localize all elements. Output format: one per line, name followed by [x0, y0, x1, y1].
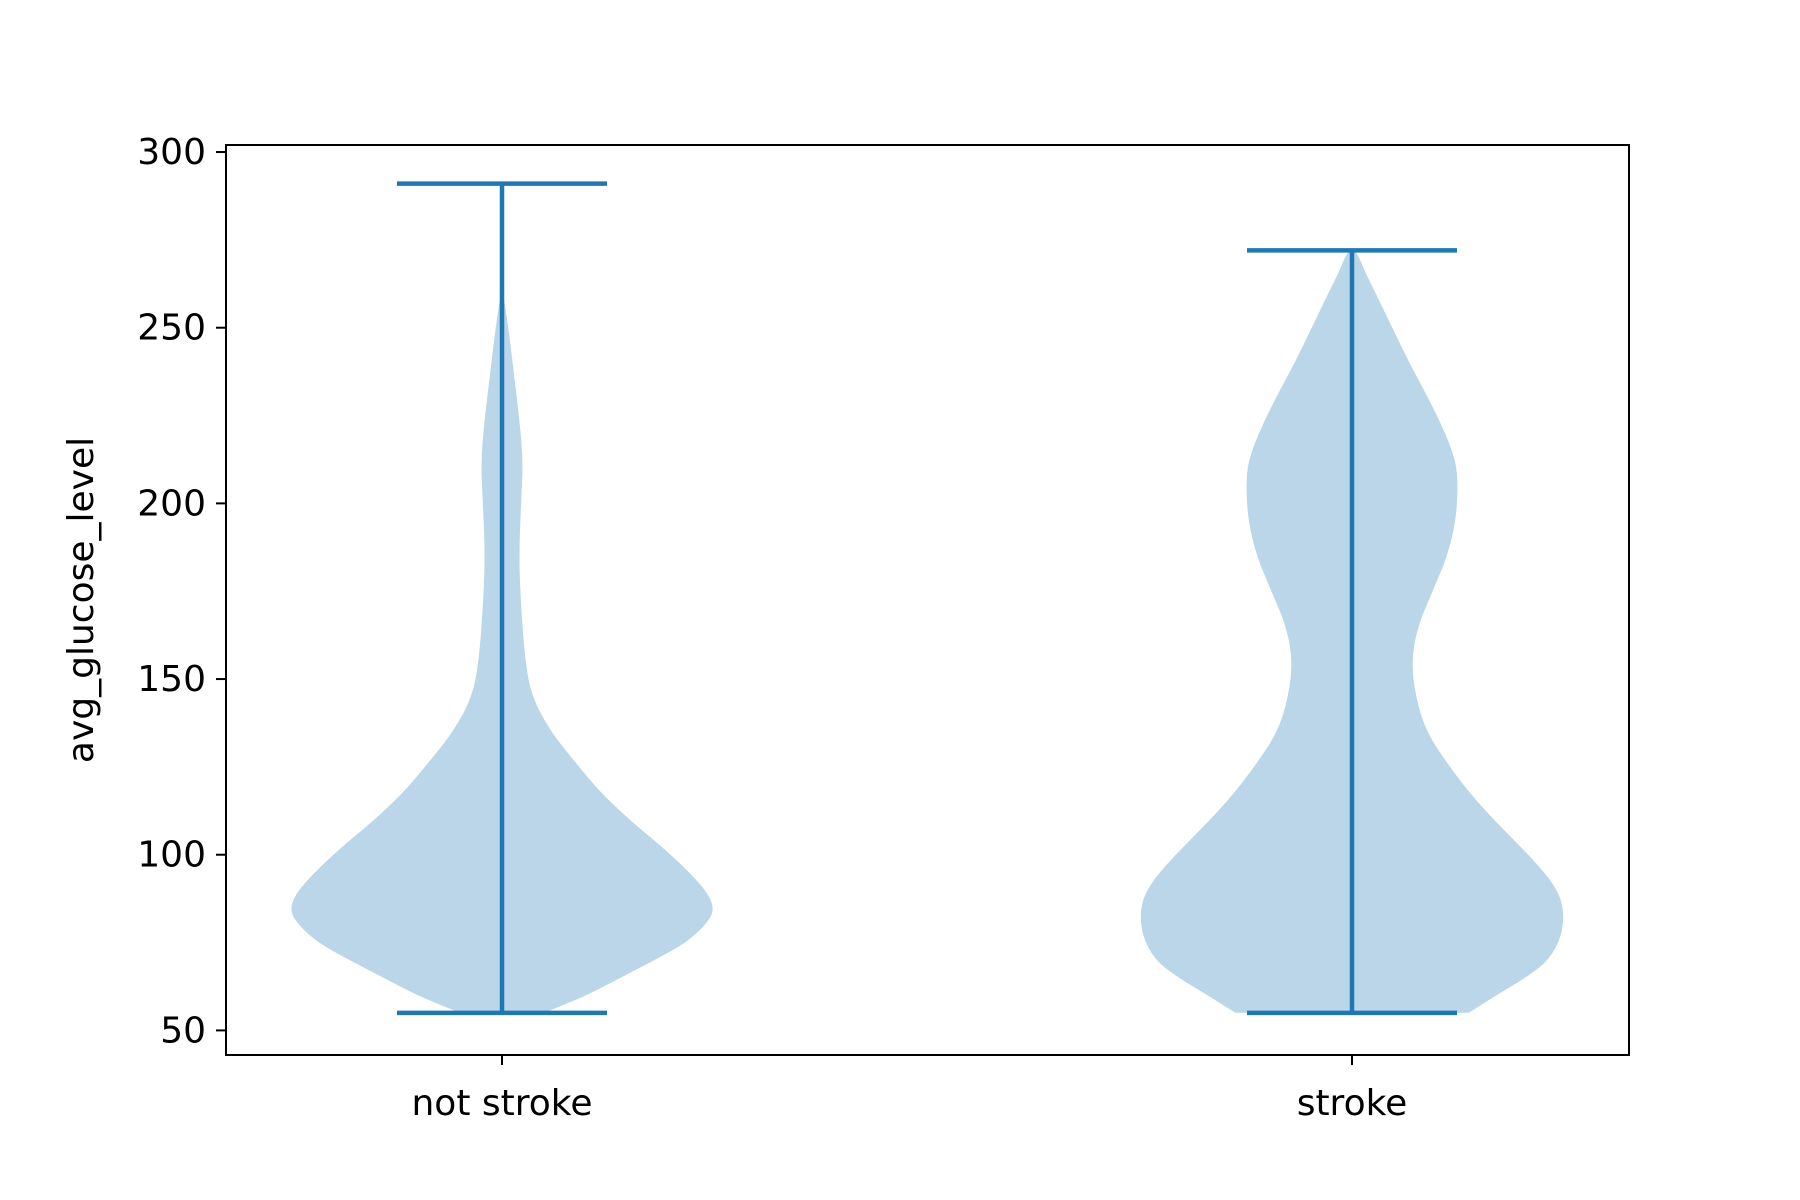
plot-frame	[225, 144, 1630, 1056]
y-tick-label: 200	[137, 483, 206, 524]
y-tick-label: 300	[137, 132, 206, 173]
y-axis-label: avg_glucose_level	[61, 437, 102, 763]
y-tick-label: 100	[137, 835, 206, 876]
x-tick-label: stroke	[1297, 1083, 1408, 1124]
y-axis: 50 100 150 200 250 300	[137, 132, 226, 1051]
x-tick-label: not stroke	[411, 1083, 592, 1124]
x-axis: not stroke stroke	[411, 1055, 1407, 1124]
violin-bodies	[291, 250, 1564, 1013]
y-tick-label: 150	[137, 659, 206, 700]
y-tick-label: 250	[137, 308, 206, 349]
y-tick-label: 50	[160, 1010, 206, 1051]
violin-lines	[397, 181, 1457, 1016]
